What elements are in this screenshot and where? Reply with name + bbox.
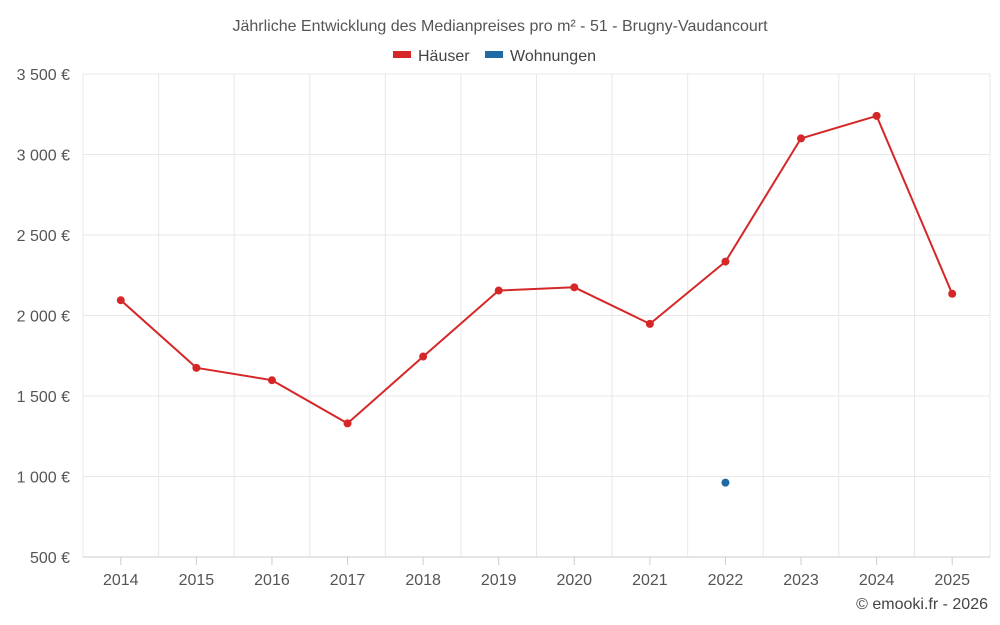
x-tick-label: 2016 — [254, 572, 290, 589]
x-tick-label: 2021 — [632, 572, 668, 589]
x-tick-label: 2024 — [859, 572, 895, 589]
data-point[interactable] — [419, 352, 428, 361]
legend-item-haeuser[interactable]: Häuser — [393, 48, 470, 65]
x-tick-label: 2015 — [179, 572, 215, 589]
x-tick-label: 2019 — [481, 572, 517, 589]
x-tick-label: 2020 — [556, 572, 592, 589]
data-point[interactable] — [948, 289, 957, 298]
data-point[interactable] — [192, 363, 201, 372]
x-tick-label: 2022 — [708, 572, 744, 589]
legend-label-wohnungen: Wohnungen — [510, 48, 596, 65]
series-wohnungen — [721, 478, 730, 487]
legend-item-wohnungen[interactable]: Wohnungen — [485, 48, 596, 65]
data-point[interactable] — [116, 296, 125, 305]
credit-text: © emooki.fr - 2026 — [856, 596, 988, 613]
legend-swatch-haeuser — [393, 51, 411, 58]
x-tick-label: 2018 — [405, 572, 441, 589]
data-point[interactable] — [343, 419, 352, 428]
data-point[interactable] — [645, 319, 654, 328]
y-tick-label: 3 500 € — [17, 67, 70, 84]
series-haeuser — [116, 111, 957, 428]
data-point[interactable] — [721, 478, 730, 487]
y-tick-label: 2 500 € — [17, 228, 70, 245]
series — [116, 111, 957, 487]
y-tick-label: 1 500 € — [17, 389, 70, 406]
series-line — [120, 114, 954, 425]
grid — [82, 73, 991, 557]
x-tick-label: 2023 — [783, 572, 819, 589]
y-tick-label: 1 000 € — [17, 470, 70, 487]
x-tick-label: 2017 — [330, 572, 366, 589]
y-tick-label: 500 € — [30, 550, 70, 567]
data-point[interactable] — [797, 134, 806, 143]
data-point[interactable] — [721, 257, 730, 266]
legend: Häuser Wohnungen — [393, 48, 596, 65]
data-point[interactable] — [267, 376, 276, 385]
legend-swatch-wohnungen — [485, 51, 503, 58]
x-tick-label: 2014 — [103, 572, 139, 589]
legend-label-haeuser: Häuser — [418, 48, 470, 65]
data-point[interactable] — [872, 111, 881, 120]
axes: 500 € 1 000 € 1 500 € 2 000 € 2 500 € 3 000 €… — [17, 67, 990, 589]
data-point[interactable] — [570, 283, 579, 292]
y-tick-label: 2 000 € — [17, 309, 70, 326]
x-tick-label: 2025 — [934, 572, 970, 589]
y-tick-label: 3 000 € — [17, 148, 70, 165]
data-point[interactable] — [494, 286, 503, 295]
chart-title: Jährliche Entwicklung des Medianpreises … — [232, 18, 768, 35]
